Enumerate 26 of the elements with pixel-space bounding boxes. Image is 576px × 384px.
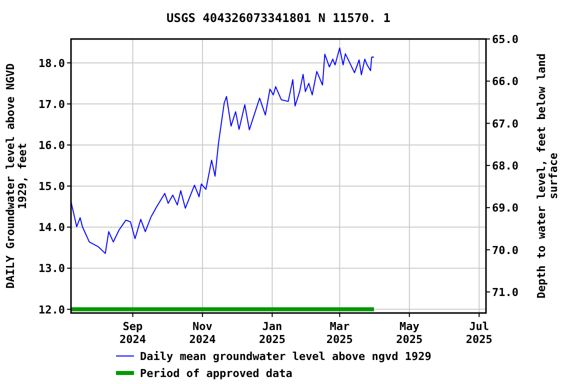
y-tick-label: 18.0	[38, 56, 65, 70]
y2-tick-label: 65.0	[492, 33, 518, 46]
chart-title: USGS 404326073341801 N 11570. 1	[166, 11, 390, 25]
y2-tick-label: 71.0	[492, 286, 518, 299]
x-tick-label: Jan 2025	[258, 320, 286, 346]
y2-tick-label: 70.0	[492, 244, 518, 257]
x-tick-label: Jul 2025	[466, 320, 492, 346]
y-tick-label: 12.0	[38, 303, 65, 316]
y2-tick-label: 69.0	[492, 202, 518, 215]
legend-label: Daily mean groundwater level above ngvd 1929	[140, 350, 432, 363]
y-tick-label: 14.0	[38, 221, 65, 234]
x-tick-label: Mar 2025	[326, 320, 353, 346]
y-tick-label: 16.0	[38, 138, 65, 152]
x-tick-label: Nov 2024	[189, 320, 216, 346]
legend-label: Period of approved data	[140, 367, 292, 380]
y2-tick-label: 67.0	[492, 117, 518, 130]
line-series	[71, 48, 374, 254]
y-tick-label: 15.0	[38, 180, 65, 194]
y-tick-label: 17.0	[38, 98, 65, 111]
x-tick-label: May 2025	[396, 320, 423, 346]
y-tick-label: 13.0	[38, 262, 65, 276]
y2-tick-label: 66.0	[492, 75, 518, 88]
x-tick-label: Sep 2024	[119, 320, 146, 346]
y-axis-title: DAILY Groundwater level above NGVD 1929, feet	[4, 63, 29, 289]
y2-axis-title: Depth to water level, feet below land surface	[535, 53, 560, 299]
y2-tick-label: 68.0	[492, 159, 518, 172]
